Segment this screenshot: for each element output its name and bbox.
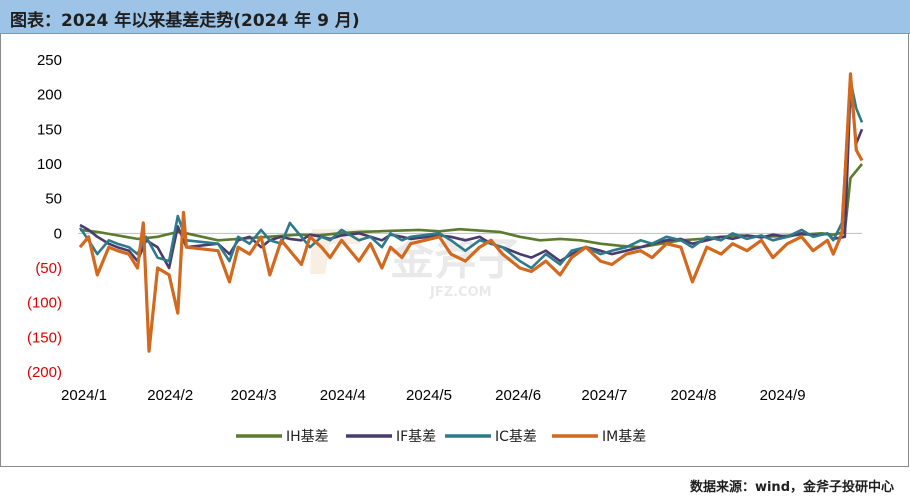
watermark-subtext: JFZ.COM: [429, 285, 492, 300]
basis-line-chart: 金斧子 JFZ.COM 250 200 150 100 50 0 (50) (100) (150…: [27, 52, 864, 445]
chart-frame: [0, 34, 909, 467]
series-lines: [78, 72, 864, 353]
legend-label-ic: IC基差: [495, 428, 537, 445]
x-tick-label: 2024/2: [147, 387, 193, 404]
y-tick-label: 250: [37, 52, 62, 69]
y-tick-label: 200: [37, 87, 62, 104]
y-tick-label: 150: [37, 121, 62, 138]
watermark-text: 金斧子: [389, 234, 522, 285]
legend: IH基差 IF基差 IC基差 IM基差: [236, 428, 646, 445]
title-bar: 图表：2024 年以来基差走势(2024 年 9 月): [0, 0, 910, 34]
watermark-logo-icon: [310, 229, 370, 274]
x-tick-label: 2024/9: [760, 387, 806, 404]
legend-label-if: IF基差: [396, 428, 436, 445]
series-line-im: [78, 72, 864, 353]
y-tick-label: 50: [45, 191, 62, 208]
x-tick-label: 2024/5: [406, 387, 452, 404]
x-tick-label: 2024/1: [61, 387, 107, 404]
x-tick-label: 2024/4: [320, 387, 366, 404]
y-axis: 250 200 150 100 50 0 (50) (100) (150) (200): [27, 52, 62, 381]
y-tick-label: 100: [37, 156, 62, 173]
x-tick-label: 2024/3: [231, 387, 277, 404]
source-note: 数据来源：wind，金斧子投研中心: [689, 480, 894, 495]
x-tick-label: 2024/6: [495, 387, 541, 404]
y-tick-label: (100): [27, 295, 62, 312]
y-tick-label: (150): [27, 329, 62, 346]
legend-label-im: IM基差: [602, 428, 646, 445]
x-tick-label: 2024/8: [671, 387, 717, 404]
y-tick-label: (50): [35, 260, 62, 277]
y-tick-label: 0: [54, 225, 62, 242]
legend-label-ih: IH基差: [286, 428, 329, 445]
chart-title: 图表：2024 年以来基差走势(2024 年 9 月): [10, 11, 360, 31]
x-tick-label: 2024/7: [581, 387, 627, 404]
y-tick-label: (200): [27, 364, 62, 381]
x-axis: 2024/1 2024/2 2024/3 2024/4 2024/5 2024/6 2024…: [61, 387, 806, 404]
